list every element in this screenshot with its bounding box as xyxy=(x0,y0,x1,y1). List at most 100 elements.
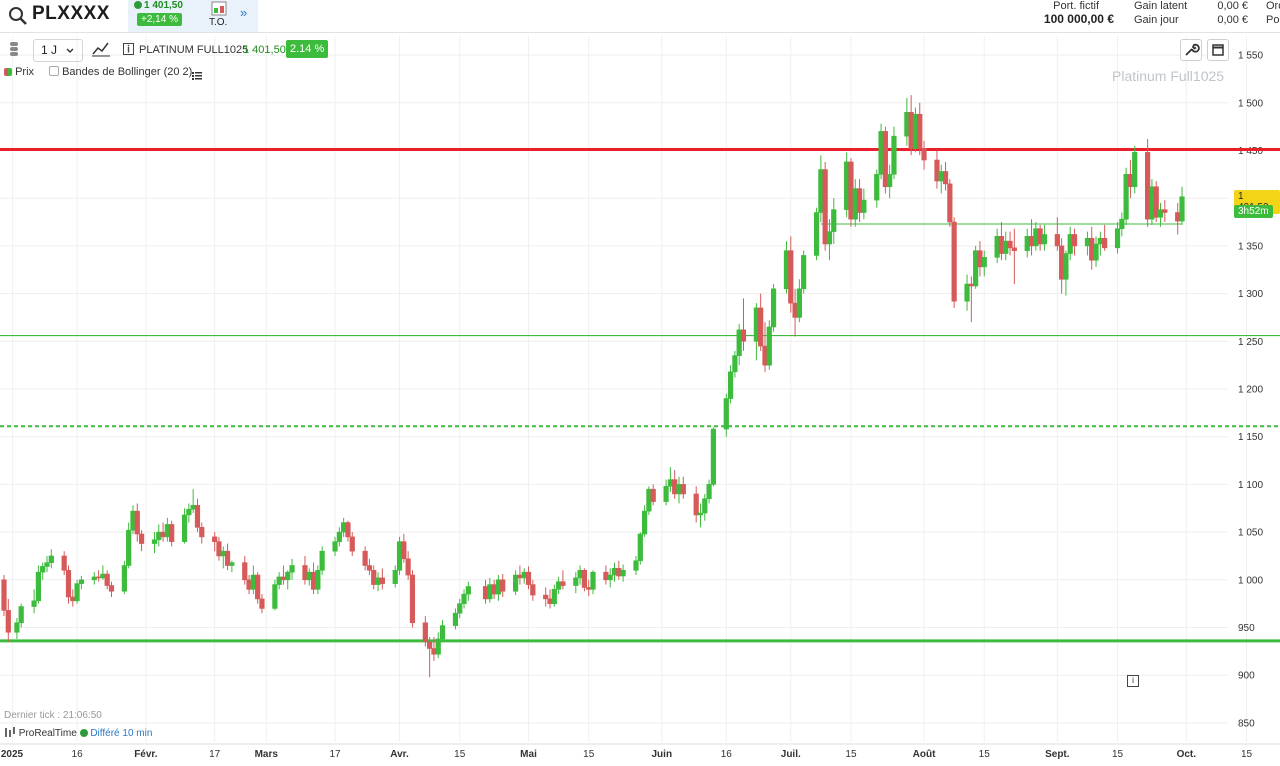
drag-handle-icon[interactable] xyxy=(8,41,20,57)
candle-body xyxy=(968,283,974,287)
candle-body xyxy=(169,524,175,542)
candle xyxy=(289,558,295,580)
candle xyxy=(521,568,527,584)
candle-body xyxy=(891,135,897,175)
provider-logo-icon xyxy=(5,727,15,737)
candle xyxy=(40,562,46,580)
info-icon[interactable] xyxy=(123,43,134,55)
candle xyxy=(1175,202,1181,235)
candle-body xyxy=(392,569,398,584)
candle xyxy=(710,427,716,487)
candle-body xyxy=(121,565,127,592)
candle-body xyxy=(852,188,858,220)
candle-body xyxy=(259,598,265,609)
candle xyxy=(341,517,347,537)
candle xyxy=(246,575,252,595)
candle-body xyxy=(1127,174,1134,188)
candle xyxy=(680,476,686,499)
candle-body xyxy=(1097,237,1103,245)
candle xyxy=(723,393,729,437)
candle-body xyxy=(78,579,84,584)
candle-body xyxy=(758,307,764,347)
candle xyxy=(194,498,201,533)
legend-price[interactable]: Prix xyxy=(4,66,34,82)
candle xyxy=(938,164,944,194)
candle xyxy=(620,564,626,582)
candle-body xyxy=(620,569,626,577)
candle xyxy=(186,503,192,523)
symbol-name[interactable]: PLXXXX xyxy=(32,3,110,24)
candle xyxy=(259,594,265,614)
candle xyxy=(1114,222,1121,254)
candle-body xyxy=(521,571,527,579)
y-tick-label: 1 000 xyxy=(1238,575,1263,586)
candle xyxy=(371,565,377,590)
candle-body xyxy=(556,581,562,590)
candle-body xyxy=(130,510,136,531)
quote-price-row: 1 401,50 xyxy=(134,0,183,11)
candle-body xyxy=(573,577,579,586)
candle xyxy=(1003,231,1009,261)
candle xyxy=(1123,167,1129,225)
candle-body xyxy=(513,574,519,592)
candle xyxy=(672,470,678,499)
candle xyxy=(130,505,136,535)
quote-box[interactable]: 1 401,50 +2,14 % T.O. » xyxy=(128,0,258,32)
candle xyxy=(603,565,609,585)
order-book-icon[interactable] xyxy=(211,1,227,16)
candle-body xyxy=(706,484,712,500)
provider-name: ProRealTime xyxy=(18,728,77,739)
candle xyxy=(362,546,368,571)
candle-body xyxy=(848,161,854,220)
candle xyxy=(229,560,235,573)
candle-body xyxy=(1041,234,1048,245)
search-icon[interactable] xyxy=(8,6,28,26)
list-icon[interactable] xyxy=(192,68,202,84)
candle xyxy=(818,155,824,223)
candle-body xyxy=(1037,228,1043,245)
candle xyxy=(409,570,416,628)
x-tick-label: Juin xyxy=(652,749,673,760)
candle-body xyxy=(160,531,166,538)
interval-select[interactable]: 1 J xyxy=(33,39,83,62)
orders-label[interactable]: Ord xyxy=(1266,0,1280,12)
candle-body xyxy=(495,579,502,595)
window-button[interactable] xyxy=(1207,39,1229,61)
candle xyxy=(1063,250,1069,296)
quote-price: 1 401,50 xyxy=(144,0,183,11)
candle xyxy=(405,551,411,580)
candle-body xyxy=(1011,247,1017,251)
chart-type-icon[interactable] xyxy=(91,40,111,58)
candle xyxy=(1084,231,1091,256)
legend-bollinger[interactable]: Bandes de Bollinger (20 2) xyxy=(49,66,192,82)
candle xyxy=(994,228,1000,264)
candle xyxy=(826,219,833,261)
candle-body xyxy=(551,589,557,604)
y-tick-label: 850 xyxy=(1238,718,1255,729)
candle-body xyxy=(723,398,729,430)
candle-body xyxy=(18,606,24,624)
candle xyxy=(736,324,742,366)
candle xyxy=(1132,145,1138,194)
positions-label[interactable]: Pos xyxy=(1266,14,1280,26)
candle-body xyxy=(1153,186,1159,218)
candle-body xyxy=(345,522,351,538)
candle xyxy=(891,126,897,180)
last-tick-time: Dernier tick : 21:06:50 xyxy=(4,710,102,721)
candle-body xyxy=(1003,240,1009,254)
candle xyxy=(641,505,648,537)
chevron-double-right-icon[interactable]: » xyxy=(240,5,248,20)
candle-body xyxy=(667,479,673,487)
candle xyxy=(693,486,699,523)
candle xyxy=(332,536,338,556)
candle xyxy=(465,581,471,601)
settings-button[interactable] xyxy=(1180,39,1202,61)
candle-body xyxy=(1063,253,1069,280)
candle-body xyxy=(366,565,373,571)
order-book-label[interactable]: T.O. xyxy=(209,17,228,28)
candle-body xyxy=(611,568,618,576)
candle xyxy=(1054,217,1060,251)
candle xyxy=(856,179,863,223)
info-icon[interactable]: i xyxy=(1127,675,1139,687)
